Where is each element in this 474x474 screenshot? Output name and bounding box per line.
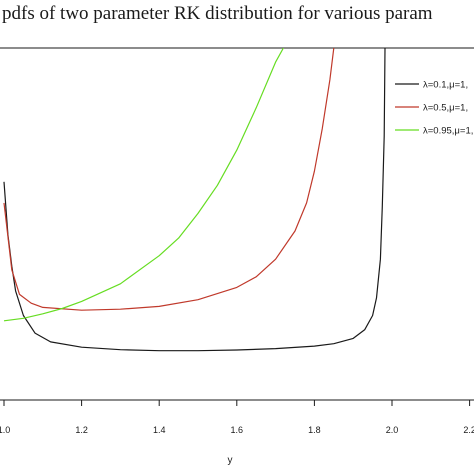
x-tick-label: 1.2 bbox=[75, 425, 88, 435]
x-axis-label: y bbox=[228, 455, 233, 466]
series-line-2 bbox=[3, 48, 335, 311]
chart-title: pdfs of two parameter RK distribution fo… bbox=[2, 3, 433, 24]
x-tick-label: 1.0 bbox=[0, 425, 10, 435]
legend-label: λ=0.1,μ=1, bbox=[423, 80, 468, 91]
legend-label: λ=0.95,μ=1, bbox=[423, 126, 473, 137]
x-tick-label: 1.6 bbox=[231, 425, 244, 435]
x-tick-label: 1.4 bbox=[153, 425, 166, 435]
x-tick-label: 2.2 bbox=[463, 425, 474, 435]
x-tick-label: 1.8 bbox=[308, 425, 321, 435]
legend-label: λ=0.5,μ=1, bbox=[423, 103, 468, 114]
legend: λ=0.1,μ=1, λ=0.5,μ=1, λ=0.95,μ=1, bbox=[395, 80, 473, 137]
x-tick-label: 2.0 bbox=[386, 425, 399, 435]
series-line-1 bbox=[3, 48, 386, 352]
series-line-3 bbox=[3, 48, 284, 322]
plot-frame bbox=[0, 47, 474, 401]
